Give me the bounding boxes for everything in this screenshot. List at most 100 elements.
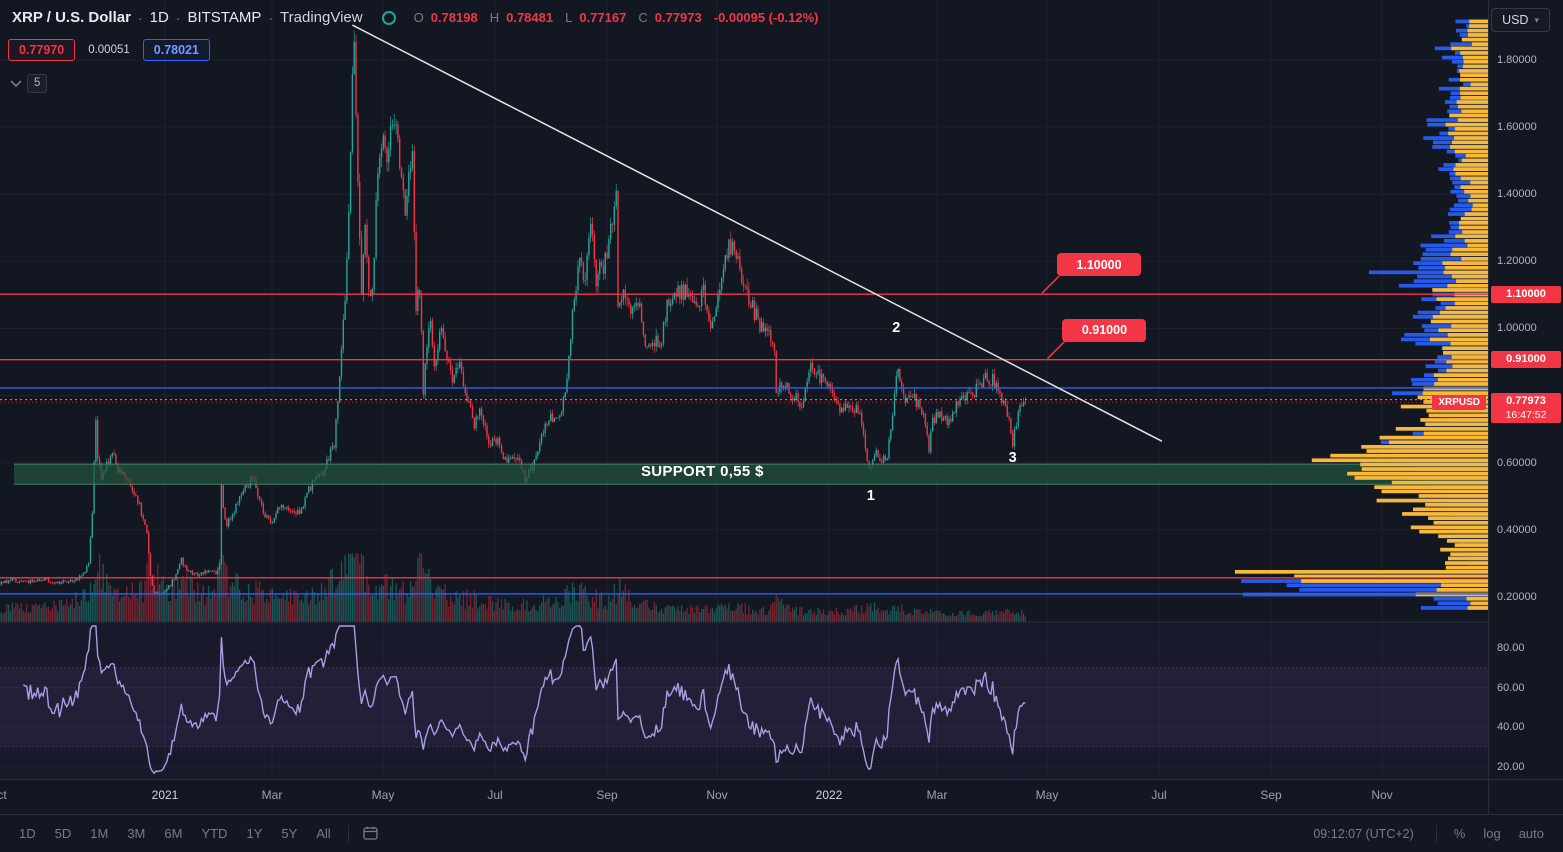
price-axis-tick: 1.80000 [1497, 54, 1537, 66]
high-value: 0.78481 [506, 10, 554, 25]
volume-bars-layer [0, 553, 1027, 622]
current-price-chip: 0.77973 16:47:52 [1491, 393, 1561, 424]
open-label: O [413, 10, 424, 25]
chevron-down-icon: ▾ [1534, 15, 1539, 25]
brand-label: TradingView [280, 9, 363, 26]
rsi-axis-tick: 60.00 [1497, 681, 1525, 694]
rsi-line [22, 625, 1026, 775]
support-zone-rectangle[interactable] [14, 463, 1488, 485]
close-label: C [638, 10, 648, 25]
timeframe-label[interactable]: 1D [149, 9, 169, 26]
time-axis-label: Sep [1260, 788, 1282, 802]
market-status-icon[interactable] [381, 10, 396, 25]
volume-profile-layer [1234, 19, 1488, 610]
exchange-label: BITSTAMP [187, 9, 262, 26]
change-value: -0.00095 (-0.12%) [713, 10, 819, 25]
bottom-toolbar: 1D 5D 1M 3M 6M YTD 1Y 5Y All 09:12:07 (UTC+2) % l… [0, 814, 1563, 852]
range-button-3m[interactable]: 3M [118, 822, 154, 845]
toolbar-divider [1435, 824, 1437, 843]
range-button-1d[interactable]: 1D [10, 822, 45, 845]
price-flag-label[interactable]: 0.91000 [1062, 318, 1147, 342]
clock-label[interactable]: 09:12:07 (UTC+2) [1313, 826, 1414, 841]
range-button-all[interactable]: All [307, 822, 339, 845]
time-axis-label: Sep [596, 788, 618, 802]
descending-trendline[interactable] [352, 24, 1163, 442]
bar-countdown-timer: 16:47:52 [1505, 409, 1547, 422]
bid-price-button[interactable]: 0.77970 [8, 39, 76, 61]
rsi-axis-tick: 80.00 [1497, 642, 1525, 654]
price-axis-tick: 1.60000 [1497, 121, 1537, 134]
separator-dot: · [175, 9, 181, 26]
price-axis[interactable]: 1.80000 1.60000 1.40000 1.20000 1.00000 0.600… [1488, 0, 1563, 779]
flag-connectors [1041, 275, 1065, 360]
chevron-down-icon [10, 75, 22, 93]
rsi-axis-tick: 20.00 [1497, 760, 1525, 773]
high-label: H [489, 10, 500, 25]
current-price-value: 0.77973 [1506, 395, 1546, 408]
toolbar-divider [347, 824, 349, 843]
range-button-1y[interactable]: 1Y [237, 822, 271, 845]
rsi-pane-background [0, 622, 1488, 779]
price-level-chip: 1.10000 [1491, 285, 1561, 303]
range-button-6m[interactable]: 6M [155, 822, 191, 845]
time-axis-label: May [1035, 788, 1059, 802]
rsi-axis-tick: 40.00 [1497, 721, 1525, 733]
grid-layer [0, 0, 1488, 779]
time-axis-label: Nov [706, 788, 728, 802]
time-axis[interactable]: ct 2021 Mar May Jul Sep Nov 2022 Mar May Jul Sep Nov [0, 779, 1563, 815]
close-value: 0.77973 [654, 10, 702, 25]
auto-scale-button[interactable]: auto [1510, 822, 1553, 845]
time-axis-label: ct [0, 788, 7, 802]
open-value: 0.78198 [430, 10, 478, 25]
time-axis-label: Jul [487, 788, 503, 802]
bid-ask-widget: 0.77970 0.00051 0.78021 [8, 39, 210, 61]
toolbar-right-group: 09:12:07 (UTC+2) % log auto [1313, 822, 1553, 845]
time-axis-label: Mar [926, 788, 948, 802]
wave-point-label[interactable]: 2 [892, 320, 901, 337]
currency-dropdown-button[interactable]: USD ▾ [1491, 8, 1550, 32]
price-axis-tick: 1.00000 [1497, 322, 1537, 335]
wave-point-label[interactable]: 3 [1008, 449, 1017, 466]
wave-point-label[interactable]: 1 [866, 487, 875, 504]
log-scale-button[interactable]: log [1474, 822, 1509, 845]
range-button-1m[interactable]: 1M [81, 822, 117, 845]
price-axis-tick: 0.40000 [1497, 523, 1537, 536]
price-chart-canvas[interactable] [0, 0, 1488, 779]
symbol-price-chip: XRPUSD [1432, 395, 1486, 411]
time-axis-label: 2022 [815, 788, 843, 802]
axis-corner-divider [1488, 780, 1489, 815]
separator-dot: · [268, 9, 274, 26]
level-lines-layer[interactable] [0, 293, 1488, 595]
indicators-collapse-toggle[interactable]: 5 [10, 74, 48, 93]
support-zone-label: SUPPORT 0,55 $ [641, 463, 764, 480]
go-to-date-button[interactable] [357, 822, 385, 845]
hidden-indicators-count: 5 [27, 74, 48, 93]
time-axis-label: May [371, 788, 395, 802]
price-axis-tick: 0.60000 [1497, 456, 1537, 469]
price-axis-tick: 1.40000 [1497, 188, 1537, 201]
range-button-5y[interactable]: 5Y [272, 822, 306, 845]
range-button-5d[interactable]: 5D [46, 822, 81, 845]
currency-label: USD [1502, 13, 1529, 27]
price-flag-label[interactable]: 1.10000 [1056, 253, 1141, 277]
low-label: L [565, 10, 573, 25]
time-axis-label: 2021 [151, 788, 179, 802]
range-buttons: 1D 5D 1M 3M 6M YTD 1Y 5Y All [10, 822, 340, 845]
time-axis-label: Mar [261, 788, 283, 802]
symbol-title[interactable]: XRP / U.S. Dollar [12, 9, 131, 26]
spread-value: 0.00051 [88, 44, 130, 56]
low-value: 0.77167 [579, 10, 627, 25]
time-axis-label: Nov [1371, 788, 1393, 802]
candles-layer [0, 30, 1027, 596]
price-axis-tick: 1.20000 [1497, 255, 1537, 268]
percent-scale-button[interactable]: % [1445, 822, 1475, 845]
time-axis-label: Jul [1151, 788, 1167, 802]
calendar-icon [363, 826, 378, 840]
range-button-ytd[interactable]: YTD [192, 822, 236, 845]
separator-dot: · [137, 9, 143, 26]
price-level-chip: 0.91000 [1491, 351, 1561, 369]
chart-legend: XRP / U.S. Dollar · 1D · BITSTAMP · Trad… [12, 9, 819, 26]
price-axis-tick: 0.20000 [1497, 590, 1537, 603]
ask-price-button[interactable]: 0.78021 [142, 39, 210, 61]
